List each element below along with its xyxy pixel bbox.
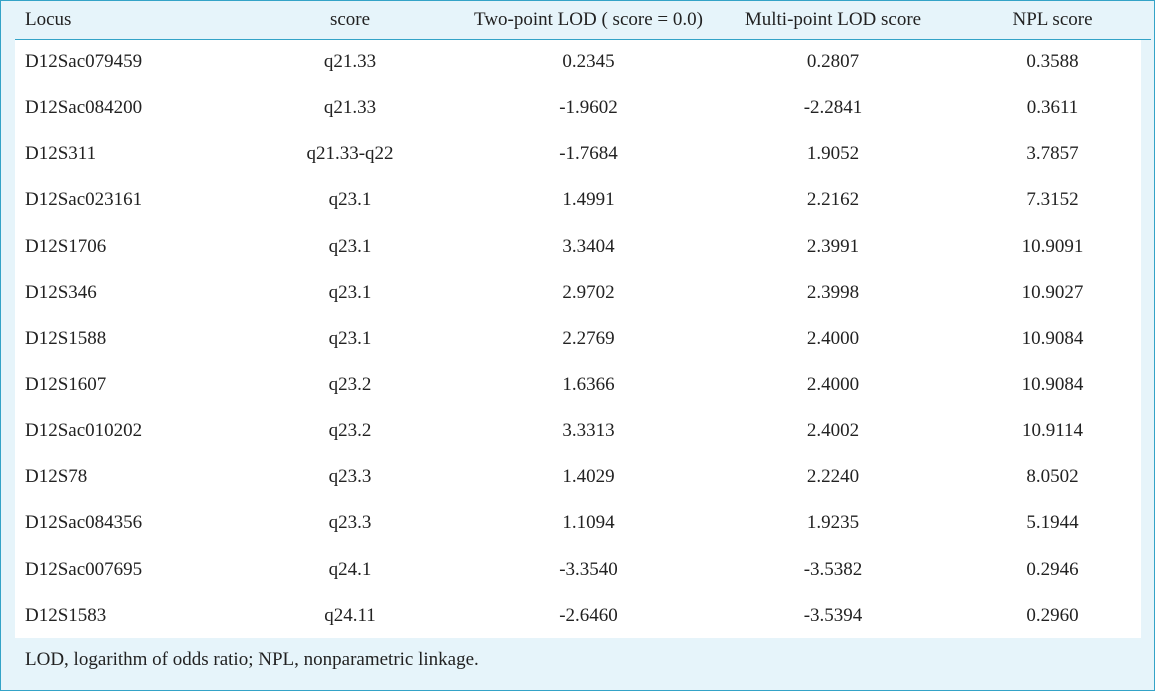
- table-row: D12Sac084200 q21.33 -1.9602 -2.2841 0.3611: [15, 85, 1151, 131]
- cell-npl-score: 0.3611: [1026, 97, 1079, 119]
- cell-npl-score: 10.9084: [1021, 327, 1084, 349]
- cell-multi-point-lod: 2.2162: [806, 189, 860, 211]
- cell-npl-score: 3.7857: [1026, 143, 1079, 165]
- cell-score: q23.3: [328, 512, 372, 534]
- table-row: D12Sac084356 q23.3 1.1094 1.9235 5.1944: [15, 500, 1151, 546]
- cell-score: q24.1: [328, 558, 372, 580]
- cell-locus: D12S311: [25, 143, 97, 165]
- table-row: D12Sac010202 q23.2 3.3313 2.4002 10.9114: [15, 408, 1151, 454]
- cell-npl-score: 8.0502: [1026, 466, 1079, 488]
- header-multi-point-lod: Multi-point LOD score: [712, 1, 954, 40]
- cell-locus: D12Sac084356: [25, 512, 143, 534]
- cell-two-point-lod: 2.2769: [562, 327, 615, 349]
- cell-locus: D12S346: [25, 281, 97, 303]
- cell-two-point-lod: 1.6366: [562, 374, 615, 396]
- cell-npl-score: 7.3152: [1026, 189, 1079, 211]
- cell-score: q23.1: [328, 281, 372, 303]
- table-footnote: LOD, logarithm of odds ratio; NPL, nonpa…: [25, 649, 479, 670]
- cell-locus: D12S1607: [25, 374, 107, 396]
- table-row: D12Sac079459 q21.33 0.2345 0.2807 0.3588: [15, 39, 1151, 85]
- cell-two-point-lod: -1.7684: [559, 143, 618, 165]
- cell-npl-score: 0.2946: [1026, 558, 1079, 580]
- cell-locus: D12S78: [25, 466, 88, 488]
- cell-npl-score: 0.2960: [1026, 604, 1079, 626]
- table-row: D12S1607 q23.2 1.6366 2.4000 10.9084: [15, 362, 1151, 408]
- cell-two-point-lod: -2.6460: [559, 604, 618, 626]
- table-row: D12Sac007695 q24.1 -3.3540 -3.5382 0.2946: [15, 547, 1151, 593]
- cell-npl-score: 10.9084: [1021, 374, 1084, 396]
- cell-multi-point-lod: 2.4000: [806, 374, 860, 396]
- table-row: D12S1706 q23.1 3.3404 2.3991 10.9091: [15, 224, 1151, 270]
- cell-locus: D12S1706: [25, 235, 107, 257]
- cell-score: q24.11: [324, 604, 376, 626]
- header-npl-score: NPL score: [954, 1, 1151, 40]
- cell-multi-point-lod: 2.4002: [806, 420, 860, 442]
- cell-two-point-lod: 2.9702: [562, 281, 615, 303]
- table-row: D12S346 q23.1 2.9702 2.3998 10.9027: [15, 270, 1151, 316]
- cell-locus: D12S1583: [25, 604, 107, 626]
- table-row: D12S78 q23.3 1.4029 2.2240 8.0502: [15, 454, 1151, 500]
- cell-score: q23.2: [328, 420, 372, 442]
- cell-two-point-lod: -3.3540: [559, 558, 618, 580]
- cell-multi-point-lod: 0.2807: [806, 51, 860, 73]
- cell-npl-score: 10.9114: [1021, 420, 1084, 442]
- cell-multi-point-lod: -2.2841: [803, 97, 863, 119]
- cell-npl-score: 10.9027: [1021, 281, 1084, 303]
- cell-multi-point-lod: 2.3991: [806, 235, 860, 257]
- cell-score: q21.33: [323, 97, 377, 119]
- cell-two-point-lod: 3.3313: [562, 420, 615, 442]
- linkage-table: Locus score Two-point LOD ( score = 0.0)…: [15, 1, 1151, 639]
- cell-multi-point-lod: 2.4000: [806, 327, 860, 349]
- table-body: D12Sac079459 q21.33 0.2345 0.2807 0.3588 D12S…: [15, 39, 1151, 639]
- table-row: D12S1583 q24.11 -2.6460 -3.5394 0.2960: [15, 593, 1151, 639]
- table-header-row: Locus score Two-point LOD ( score = 0.0)…: [15, 1, 1151, 40]
- cell-score: q23.3: [328, 466, 372, 488]
- header-two-point-lod: Two-point LOD ( score = 0.0): [465, 1, 712, 40]
- table-row: D12S1588 q23.1 2.2769 2.4000 10.9084: [15, 316, 1151, 362]
- cell-multi-point-lod: 2.3998: [806, 281, 860, 303]
- cell-locus: D12Sac023161: [25, 189, 143, 211]
- cell-multi-point-lod: 2.2240: [806, 466, 860, 488]
- cell-two-point-lod: 3.3404: [562, 235, 615, 257]
- header-locus: Locus: [15, 1, 235, 40]
- cell-score: q21.33: [323, 51, 377, 73]
- cell-locus: D12Sac007695: [25, 558, 143, 580]
- cell-npl-score: 10.9091: [1021, 235, 1084, 257]
- cell-locus: D12S1588: [25, 327, 107, 349]
- cell-two-point-lod: 1.1094: [562, 512, 615, 534]
- cell-two-point-lod: 1.4991: [562, 189, 615, 211]
- table-row: D12S311 q21.33-q22 -1.7684 1.9052 3.7857: [15, 131, 1151, 177]
- cell-npl-score: 0.3588: [1026, 51, 1079, 73]
- cell-locus: D12Sac079459: [25, 51, 143, 73]
- cell-multi-point-lod: 1.9235: [806, 512, 860, 534]
- cell-two-point-lod: 1.4029: [562, 466, 615, 488]
- cell-score: q23.1: [328, 189, 372, 211]
- cell-two-point-lod: -1.9602: [559, 97, 618, 119]
- cell-score: q23.1: [328, 235, 372, 257]
- cell-multi-point-lod: 1.9052: [806, 143, 860, 165]
- cell-multi-point-lod: -3.5382: [803, 558, 863, 580]
- cell-locus: D12Sac084200: [25, 97, 143, 119]
- header-score: score: [235, 1, 465, 40]
- cell-locus: D12Sac010202: [25, 420, 143, 442]
- cell-score: q21.33-q22: [306, 143, 394, 165]
- cell-score: q23.1: [328, 327, 372, 349]
- table-container: Locus score Two-point LOD ( score = 0.0)…: [15, 1, 1151, 638]
- cell-multi-point-lod: -3.5394: [803, 604, 863, 626]
- cell-npl-score: 5.1944: [1026, 512, 1079, 534]
- cell-score: q23.2: [328, 374, 372, 396]
- cell-two-point-lod: 0.2345: [562, 51, 615, 73]
- table-row: D12Sac023161 q23.1 1.4991 2.2162 7.3152: [15, 177, 1151, 223]
